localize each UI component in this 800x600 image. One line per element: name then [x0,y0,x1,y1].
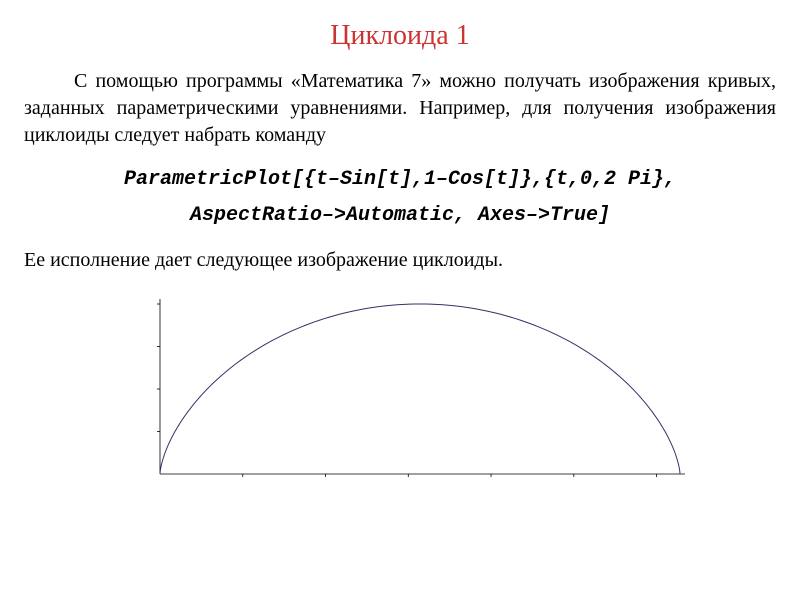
page-title: Циклоида 1 [24,20,776,52]
result-paragraph: Ее исполнение дает следующее изображение… [24,247,776,274]
code-block: ParametricPlot[{t–Sin[t],1–Cos[t]},{t,0,… [24,163,776,233]
intro-paragraph: С помощью программы «Математика 7» можно… [24,68,776,149]
cycloid-svg [100,294,700,504]
cycloid-chart [100,294,700,504]
code-line-2: AspectRatio–>Automatic, Axes–>True] [24,199,776,233]
code-line-1: ParametricPlot[{t–Sin[t],1–Cos[t]},{t,0,… [24,163,776,197]
